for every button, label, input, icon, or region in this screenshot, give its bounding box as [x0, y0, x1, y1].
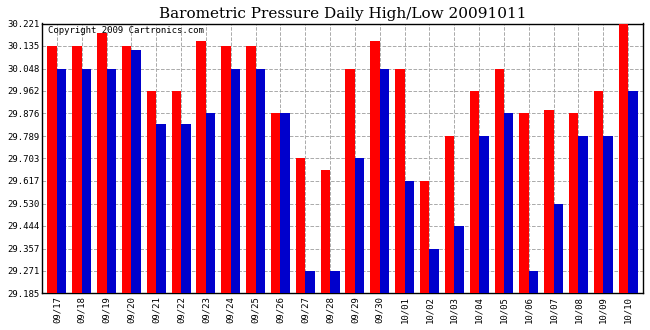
Bar — [255, 69, 265, 293]
Bar — [206, 114, 215, 293]
Bar — [97, 33, 107, 293]
Bar — [578, 136, 588, 293]
Bar — [479, 136, 489, 293]
Bar — [280, 114, 290, 293]
Bar — [355, 158, 365, 293]
Bar — [619, 23, 628, 293]
Bar — [147, 91, 156, 293]
Bar — [131, 50, 141, 293]
Bar — [271, 114, 280, 293]
Bar — [306, 271, 315, 293]
Bar — [544, 110, 554, 293]
Bar — [246, 46, 255, 293]
Bar — [82, 69, 91, 293]
Bar — [231, 69, 240, 293]
Bar — [519, 114, 529, 293]
Bar — [594, 91, 603, 293]
Bar — [430, 248, 439, 293]
Bar — [320, 170, 330, 293]
Bar — [420, 181, 430, 293]
Bar — [172, 91, 181, 293]
Bar — [122, 46, 131, 293]
Bar — [156, 124, 166, 293]
Bar — [603, 136, 613, 293]
Bar — [470, 91, 479, 293]
Bar — [47, 46, 57, 293]
Bar — [569, 114, 578, 293]
Bar — [72, 46, 82, 293]
Bar — [495, 69, 504, 293]
Bar — [196, 41, 206, 293]
Bar — [404, 181, 414, 293]
Bar — [370, 41, 380, 293]
Bar — [395, 69, 404, 293]
Bar — [221, 46, 231, 293]
Bar — [445, 136, 454, 293]
Title: Barometric Pressure Daily High/Low 20091011: Barometric Pressure Daily High/Low 20091… — [159, 7, 526, 21]
Bar — [107, 69, 116, 293]
Bar — [181, 124, 190, 293]
Text: Copyright 2009 Cartronics.com: Copyright 2009 Cartronics.com — [48, 26, 204, 35]
Bar — [554, 204, 563, 293]
Bar — [628, 91, 638, 293]
Bar — [330, 271, 339, 293]
Bar — [454, 226, 463, 293]
Bar — [380, 69, 389, 293]
Bar — [529, 271, 538, 293]
Bar — [346, 69, 355, 293]
Bar — [296, 158, 306, 293]
Bar — [57, 69, 66, 293]
Bar — [504, 114, 514, 293]
